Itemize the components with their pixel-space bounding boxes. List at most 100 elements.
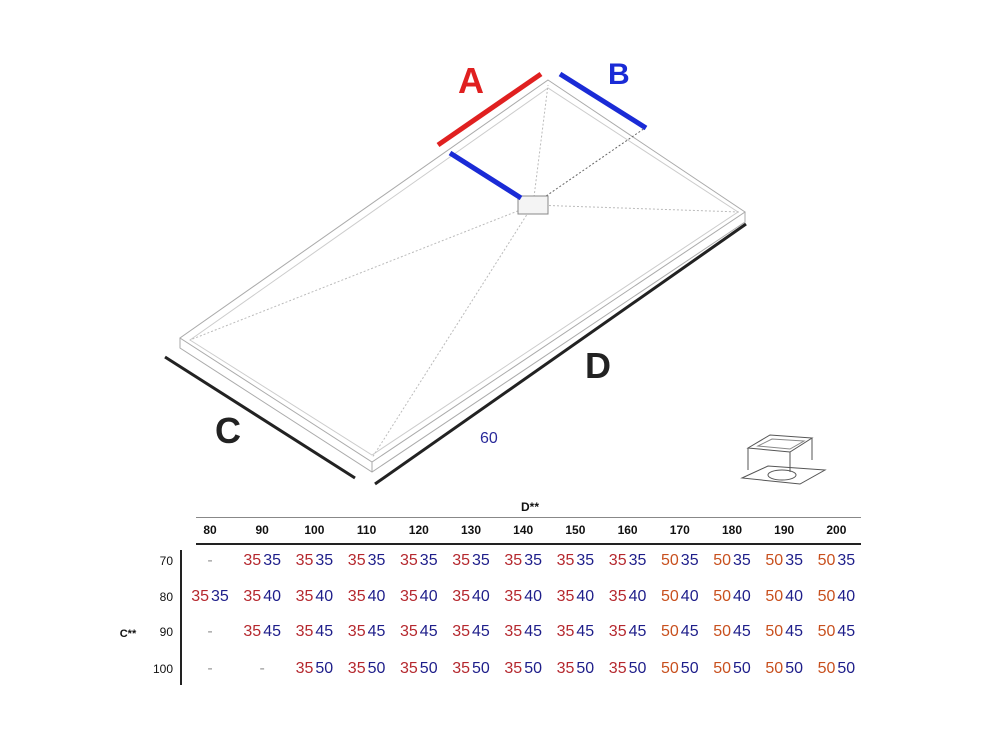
b-value: 40 [472,588,490,605]
a-value: 35 [347,623,366,640]
b-value: 45 [263,623,281,640]
b-value: 45 [367,623,386,640]
table-cell: 50 45 [818,623,856,641]
dimension-b-line [558,71,648,131]
row-header: 70 [159,554,173,568]
table-cell: 50 35 [661,552,699,570]
column-header: 90 [255,523,269,537]
table-cell: 50 40 [765,588,803,606]
column-header: 110 [356,523,377,537]
a-value: 35 [556,588,575,605]
a-value: 35 [295,588,314,605]
drain-square [517,195,549,215]
dimension-b-line-2 [448,150,523,201]
table-cell: - [207,552,213,569]
b-value: 40 [837,588,856,605]
a-value: 35 [504,623,523,640]
b-value: 35 [785,552,803,569]
a-value: 35 [295,623,314,640]
a-value: 35 [452,623,470,640]
b-value: 40 [315,588,334,605]
b-value: 40 [419,588,438,605]
b-value: 35 [680,552,699,569]
b-value: 35 [733,552,751,569]
b-value: 45 [785,623,803,640]
a-value: 35 [504,588,523,605]
table-cell: 50 45 [765,623,803,641]
column-header: 130 [460,523,482,537]
table-cell: 35 40 [400,588,438,606]
a-value: 35 [191,588,209,605]
b-value: 35 [837,552,856,569]
a-value: 35 [347,660,366,677]
column-header: 120 [408,523,429,537]
b-value: 40 [263,588,281,605]
shower-tray [179,79,746,473]
dimension-a-line [436,71,543,148]
b-value: 40 [785,588,803,605]
column-header: 150 [565,523,586,537]
a-value: 35 [608,588,627,605]
b-value: 45 [315,623,334,640]
a-value: 50 [765,660,784,677]
b-value: 35 [367,552,386,569]
b-value: 35 [524,552,542,569]
b-value: 40 [680,588,699,605]
c-title: C** [119,628,137,640]
a-value: 50 [713,623,731,640]
b-value: 50 [837,660,856,677]
b-value: 50 [367,660,386,677]
table-cell: 50 35 [818,552,856,570]
table-cell: 35 35 [191,588,229,606]
column-header: 160 [617,523,638,537]
table-cell: 50 40 [661,588,699,606]
a-value: 50 [765,552,784,569]
b-value: 45 [576,623,595,640]
table-cell: 35 45 [609,623,647,641]
b-value: 35 [472,552,490,569]
label-b: B [608,58,630,91]
b-value: 45 [680,623,699,640]
d-title: D** [520,500,540,514]
table-cell: 35 35 [400,552,438,570]
b-value: 50 [576,660,595,677]
header-rule-bottom [196,543,861,545]
table-cell: 35 40 [504,588,542,606]
b-value: 50 [785,660,803,677]
table-cell: - [207,623,213,640]
b-value: 45 [419,623,438,640]
table-cell: 35 45 [400,623,438,641]
a-value: 35 [347,588,366,605]
column-header: 190 [774,523,795,537]
column-header: 140 [513,523,534,537]
a-value: 50 [661,623,679,640]
b-value: 35 [628,552,647,569]
table-cell: 35 50 [504,660,542,678]
table-cell: 35 40 [609,588,647,606]
b-value: 40 [733,588,751,605]
table-cell: 35 40 [557,588,595,606]
a-value: 50 [661,588,679,605]
table-cell: 50 35 [713,552,751,570]
table-cell: 35 35 [243,552,281,570]
drain-icon [740,434,827,485]
b-value: 50 [680,660,699,677]
label-60: 60 [480,430,498,447]
a-value: 35 [452,552,470,569]
a-value: 35 [608,552,627,569]
label-c: C [215,410,241,451]
table-cell: 50 50 [765,660,803,678]
a-value: 35 [452,660,470,677]
a-value: 50 [661,660,679,677]
column-header: 100 [304,523,325,537]
b-value: 50 [472,660,490,677]
row-header-rule [180,550,182,685]
column-header: 180 [721,523,743,537]
column-header: 80 [203,523,217,537]
a-value: 35 [295,552,314,569]
b-value: 45 [472,623,490,640]
a-value: 35 [243,552,262,569]
a-value: 50 [713,588,731,605]
a-value: 35 [400,588,418,605]
